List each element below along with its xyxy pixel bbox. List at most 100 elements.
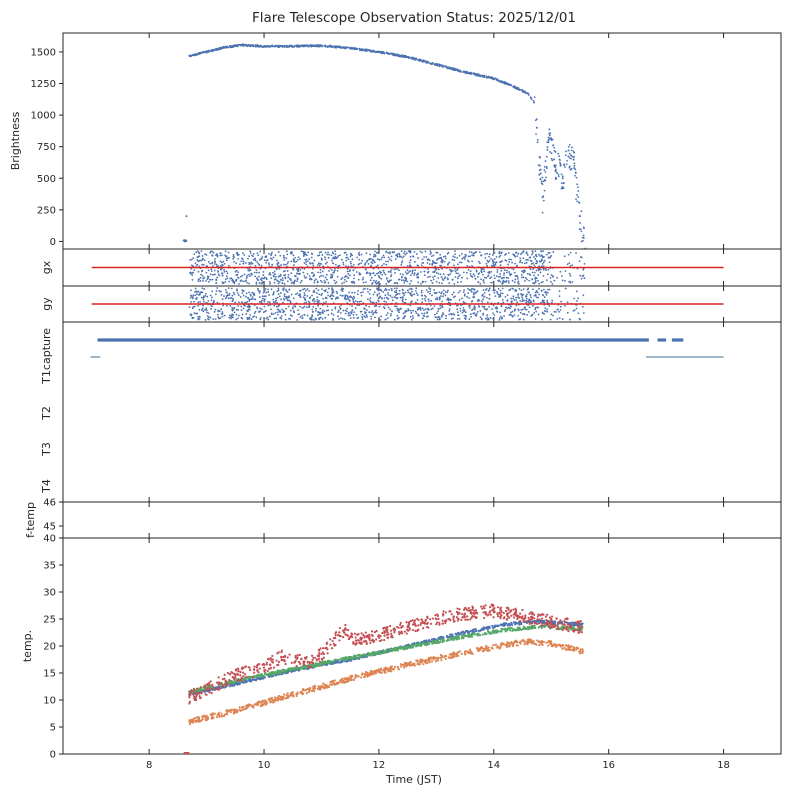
gx-point: [580, 277, 583, 280]
gx-point: [311, 253, 314, 255]
gy-point: [291, 307, 294, 310]
gx-point: [430, 279, 433, 282]
brightness-point: [229, 46, 231, 49]
gy-point: [564, 287, 567, 290]
gx-point: [222, 260, 225, 263]
gx-point: [422, 261, 425, 264]
gx-point: [205, 271, 208, 274]
ftemp-frame: [62, 501, 782, 539]
gx-point: [235, 252, 238, 255]
gy-point: [537, 313, 540, 316]
gx-point: [350, 262, 352, 265]
gx-point: [507, 252, 510, 254]
brightness-point: [551, 159, 554, 162]
gx-point: [401, 275, 403, 278]
gx-point: [297, 256, 300, 258]
gx-point: [220, 252, 222, 255]
gx-point: [284, 277, 287, 280]
gy-point: [229, 304, 232, 307]
gy-point: [205, 292, 207, 295]
gx-point: [440, 276, 443, 278]
gx-point: [260, 264, 263, 267]
gx-point: [456, 257, 459, 259]
gy-point: [189, 297, 192, 299]
gy-point: [425, 289, 428, 291]
gy-point: [558, 317, 561, 320]
brightness-point: [315, 44, 317, 47]
gy-point: [553, 310, 556, 313]
gy-point: [424, 299, 427, 302]
brightness-point: [391, 52, 393, 55]
gy-point: [545, 293, 548, 296]
gx-point: [367, 263, 370, 265]
brightness-point: [579, 228, 582, 231]
gy-point: [317, 314, 319, 317]
gy-point: [438, 296, 441, 299]
gy-point: [202, 295, 205, 298]
gy-axis-label: gy: [40, 297, 53, 311]
brightness-point: [269, 45, 272, 47]
temp-point-blue: [569, 621, 572, 625]
brightness-point: [539, 178, 542, 181]
gx-point: [416, 276, 419, 279]
gx-point: [500, 269, 503, 272]
y-tick-label: 1500: [31, 47, 56, 58]
gx-point: [235, 280, 237, 282]
gy-point: [389, 294, 392, 297]
gx-point: [530, 260, 533, 263]
brightness-point: [573, 155, 575, 158]
gx-point: [200, 250, 203, 253]
gy-point: [289, 318, 292, 320]
gy-point: [395, 291, 398, 294]
gx-point: [308, 258, 311, 260]
gx-point: [347, 273, 350, 275]
gx-point: [525, 252, 528, 254]
gx-point: [454, 276, 457, 278]
gx-point: [496, 268, 499, 271]
gx-point: [235, 269, 238, 272]
gy-point: [292, 306, 294, 308]
brightness-point: [543, 168, 546, 171]
gx-point: [531, 271, 534, 274]
gy-point: [197, 301, 200, 304]
gy-point: [483, 295, 485, 298]
gy-point: [529, 294, 532, 296]
gy-point: [235, 308, 238, 311]
gx-point: [277, 265, 279, 267]
gy-point: [272, 293, 274, 296]
gy-point: [222, 304, 225, 307]
temp-point-orange: [193, 716, 197, 720]
gx-point: [523, 280, 526, 282]
gy-point: [252, 316, 254, 318]
brightness-point: [570, 157, 572, 160]
temp-point-orange: [444, 657, 447, 660]
brightness-point: [567, 149, 570, 152]
gy-point: [558, 290, 561, 292]
gx-point: [255, 271, 258, 274]
gy-point: [309, 317, 311, 320]
brightness-point: [525, 92, 527, 95]
brightness-point: [358, 48, 361, 50]
gy-point: [349, 317, 352, 319]
gy-point: [456, 317, 459, 320]
gy-point: [479, 309, 482, 312]
gx-point: [423, 256, 425, 258]
brightness-point: [195, 53, 198, 56]
gy-point: [386, 317, 389, 320]
gy-point: [512, 297, 515, 300]
gx-point: [250, 262, 252, 265]
brightness-point: [340, 46, 342, 49]
brightness-point: [415, 57, 418, 60]
gx-point: [306, 272, 309, 275]
gy-point: [308, 289, 311, 292]
temp-point-orange: [188, 722, 192, 726]
gx-point: [300, 279, 303, 282]
gx-series: [188, 250, 586, 285]
gx-point: [535, 255, 538, 258]
gy-point: [338, 305, 341, 308]
brightness-point: [550, 137, 552, 140]
gy-point: [548, 288, 551, 291]
brightness-point: [236, 44, 239, 46]
gy-point: [274, 301, 277, 303]
